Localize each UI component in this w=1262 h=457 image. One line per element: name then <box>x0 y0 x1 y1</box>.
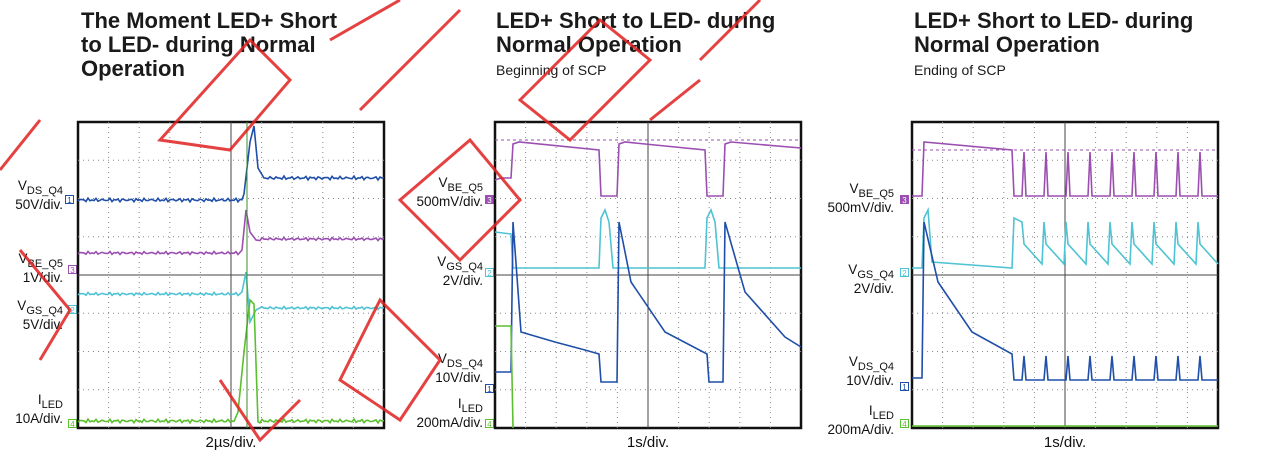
x-axis-label: 1s/div. <box>626 434 670 451</box>
trace-vds-q4 <box>495 221 802 383</box>
panel-ending-scp: LED+ Short to LED- during Normal Operati… <box>820 0 1262 457</box>
series-label-vds-q4: VDS_Q4 10V/div. <box>435 351 483 385</box>
x-axis-label: 1s/div. <box>1043 434 1087 451</box>
channel-marker-4: 4 <box>485 419 494 429</box>
trace-vgs-q4 <box>77 271 385 325</box>
title-line: LED+ Short to LED- during <box>914 8 1194 33</box>
title-line: LED+ Short to LED- during <box>496 8 776 33</box>
panel-title: LED+ Short to LED- during Normal Operati… <box>914 9 1193 57</box>
series-label-vgs-q4: VGS_Q4 2V/div. <box>437 254 483 288</box>
channel-marker-3: 3 <box>485 195 494 205</box>
panel-title: The Moment LED+ Short to LED- during Nor… <box>81 9 337 81</box>
channel-marker-1: 1 <box>485 384 494 394</box>
panel-beginning-scp: LED+ Short to LED- during Normal Operati… <box>400 0 820 457</box>
channel-marker-1: 1 <box>65 195 74 205</box>
channel-marker-2: 2 <box>68 305 77 315</box>
title-line: Operation <box>81 56 185 81</box>
title-line: Normal Operation <box>496 32 682 57</box>
channel-marker-4: 4 <box>68 419 77 429</box>
trace-vgs-q4 <box>494 207 801 269</box>
series-label-vbe-q5: VBE_Q5 500mV/div. <box>827 181 894 215</box>
channel-marker-2: 2 <box>900 268 909 278</box>
channel-marker-3: 3 <box>900 195 909 205</box>
panel-subtitle: Ending of SCP <box>914 62 1006 78</box>
series-label-vgs-q4: VGS_Q4 5V/div. <box>17 298 63 332</box>
trace-vds-q4 <box>912 221 1218 381</box>
panel-moment-short: The Moment LED+ Short to LED- during Nor… <box>0 0 400 457</box>
series-label-vbe-q5: VBE_Q5 500mV/div. <box>416 175 483 209</box>
series-label-iled: ILED 200mA/div. <box>416 396 483 430</box>
title-line: to LED- during Normal <box>81 32 316 57</box>
trace-vbe-q5 <box>77 209 385 256</box>
channel-marker-4: 4 <box>900 419 909 429</box>
x-axis-label: 2µs/div. <box>205 434 257 451</box>
series-label-vds-q4: VDS_Q4 50V/div. <box>15 178 63 212</box>
channel-marker-3: 3 <box>68 265 77 275</box>
channel-marker-2: 2 <box>485 268 494 278</box>
panel-subtitle: Beginning of SCP <box>496 62 607 78</box>
series-label-vgs-q4: VGS_Q4 2V/div. <box>848 262 894 296</box>
trace-vds-q4 <box>77 125 385 204</box>
trace-vgs-q4 <box>912 207 1219 269</box>
title-line: Normal Operation <box>914 32 1100 57</box>
series-label-vbe-q5: VBE_Q5 1V/div. <box>18 251 63 285</box>
oscilloscope-plot <box>493 120 803 430</box>
oscilloscope-plot <box>910 120 1220 430</box>
trace-iled <box>495 325 514 429</box>
trace-vbe-q5 <box>912 141 1218 197</box>
series-label-iled: ILED 10A/div. <box>15 392 63 426</box>
oscilloscope-plot <box>76 120 386 430</box>
series-label-vds-q4: VDS_Q4 10V/div. <box>846 354 894 388</box>
panel-title: LED+ Short to LED- during Normal Operati… <box>496 9 775 57</box>
series-label-iled: ILED 200mA/div. <box>827 403 894 437</box>
channel-marker-1: 1 <box>900 382 909 392</box>
title-line: The Moment LED+ Short <box>81 8 338 33</box>
